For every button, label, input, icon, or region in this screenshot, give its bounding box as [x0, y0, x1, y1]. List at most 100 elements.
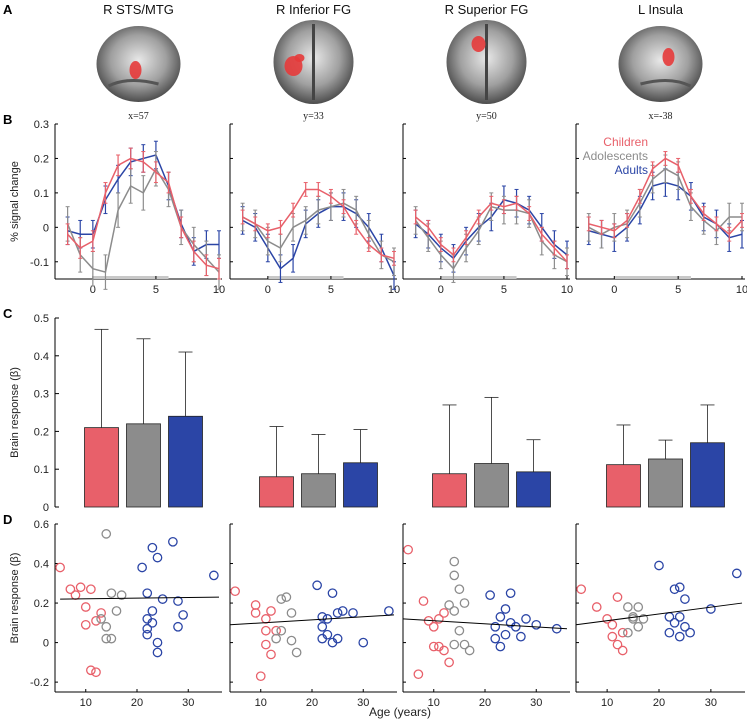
slice-coordinate: y=50 — [476, 111, 497, 122]
point-adolescents — [106, 588, 117, 599]
point-adults — [500, 604, 511, 614]
xtick-label: 10 — [255, 697, 267, 709]
point-adolescents — [271, 633, 281, 644]
point-children — [261, 614, 271, 624]
ytick-label-C: 0.4 — [34, 351, 49, 363]
point-adolescents — [96, 614, 106, 624]
xtick-label: 20 — [653, 697, 665, 709]
point-children — [617, 627, 628, 638]
point-adults — [674, 631, 685, 642]
xlabel-D: Age (years) — [369, 705, 431, 719]
fit-line — [229, 614, 395, 626]
point-children — [591, 602, 602, 612]
slice-coordinate: x=-38 — [649, 111, 673, 122]
point-adolescents — [623, 602, 633, 612]
point-children — [413, 669, 424, 680]
point-adolescents — [638, 614, 649, 624]
point-adults — [142, 623, 153, 634]
legend-adolescents: Adolescents — [583, 149, 648, 163]
xtick-label: 30 — [530, 697, 542, 709]
xtick-label: 10 — [428, 697, 440, 709]
xtick-label: 10 — [80, 697, 92, 709]
point-children — [418, 596, 429, 606]
point-adolescents — [633, 602, 644, 612]
point-children — [80, 602, 91, 612]
bar-adults — [690, 442, 725, 508]
point-adolescents — [449, 639, 460, 650]
point-children — [96, 608, 106, 618]
bar-children — [84, 427, 119, 508]
slice-coordinate: x=57 — [128, 111, 149, 122]
bar-subplot — [259, 426, 378, 508]
point-adults — [490, 621, 501, 632]
point-adolescents — [623, 627, 633, 638]
point-adults — [147, 617, 158, 628]
point-children — [261, 625, 271, 636]
point-adults — [312, 580, 322, 591]
point-children — [250, 608, 261, 618]
activation-blob — [129, 61, 142, 79]
scatter-subplot: 10 20 30 — [575, 523, 745, 709]
xtick-label: 5 — [675, 284, 681, 296]
point-adolescents — [449, 570, 460, 581]
bar-children — [259, 476, 294, 508]
point-adolescents — [464, 645, 475, 656]
point-adolescents — [454, 584, 465, 595]
point-adolescents — [101, 529, 112, 539]
point-adults — [178, 610, 188, 620]
point-adults — [327, 588, 338, 599]
brain-image — [618, 26, 703, 102]
ylabel-B: % signal change — [9, 161, 21, 242]
point-adolescents — [291, 647, 302, 658]
brain-sulcus — [640, 79, 692, 88]
point-adults — [317, 621, 328, 632]
timecourse-subplot: 0 5 10 — [229, 123, 400, 296]
point-children — [65, 584, 76, 595]
xtick-label: 5 — [153, 284, 159, 296]
ylabel-D: Brain response (β) — [9, 553, 21, 644]
point-adults — [358, 637, 369, 648]
point-adults — [490, 633, 501, 644]
point-children — [91, 667, 101, 678]
xtick-label: 20 — [131, 697, 143, 709]
point-adults — [332, 608, 343, 618]
xtick-label: 5 — [501, 284, 507, 296]
timecourse-subplot: 0 5 10 — [402, 123, 573, 296]
xtick-label: 0 — [438, 284, 444, 296]
point-adults — [674, 612, 685, 622]
point-adolescents — [633, 621, 644, 632]
point-adults — [680, 594, 690, 604]
bar-subplot — [606, 404, 725, 508]
xtick-label: 10 — [736, 284, 747, 296]
point-adults — [157, 594, 168, 604]
fit-line — [575, 602, 743, 626]
ylabel-C: Brain response (β) — [9, 367, 21, 458]
region-title: R STS/MTG — [103, 2, 174, 17]
point-adults — [152, 637, 163, 648]
point-adults — [669, 617, 680, 628]
ytick-label-B: 0 — [43, 222, 49, 234]
point-adults — [674, 582, 685, 593]
point-adults — [152, 647, 163, 658]
point-children — [255, 671, 266, 682]
point-adults — [731, 568, 742, 579]
stimulus-bar — [267, 276, 344, 279]
point-adolescents — [454, 625, 465, 636]
bar-adolescents — [648, 458, 683, 508]
panel-letter-A: A — [3, 2, 13, 17]
point-adolescents — [628, 614, 638, 624]
bar-adults — [343, 462, 378, 508]
xtick-label: 20 — [479, 697, 491, 709]
ytick-label-C: 0.5 — [34, 313, 49, 325]
point-children — [75, 582, 86, 593]
point-children — [607, 619, 618, 630]
point-adults — [137, 562, 147, 573]
xtick-label: 5 — [328, 284, 334, 296]
point-adolescents — [459, 598, 470, 608]
point-adults — [706, 604, 716, 614]
xtick-label: 20 — [306, 697, 318, 709]
point-adolescents — [111, 606, 122, 616]
fit-line — [60, 596, 220, 600]
panel-letter-D: D — [3, 512, 12, 527]
bar-children — [432, 473, 467, 508]
